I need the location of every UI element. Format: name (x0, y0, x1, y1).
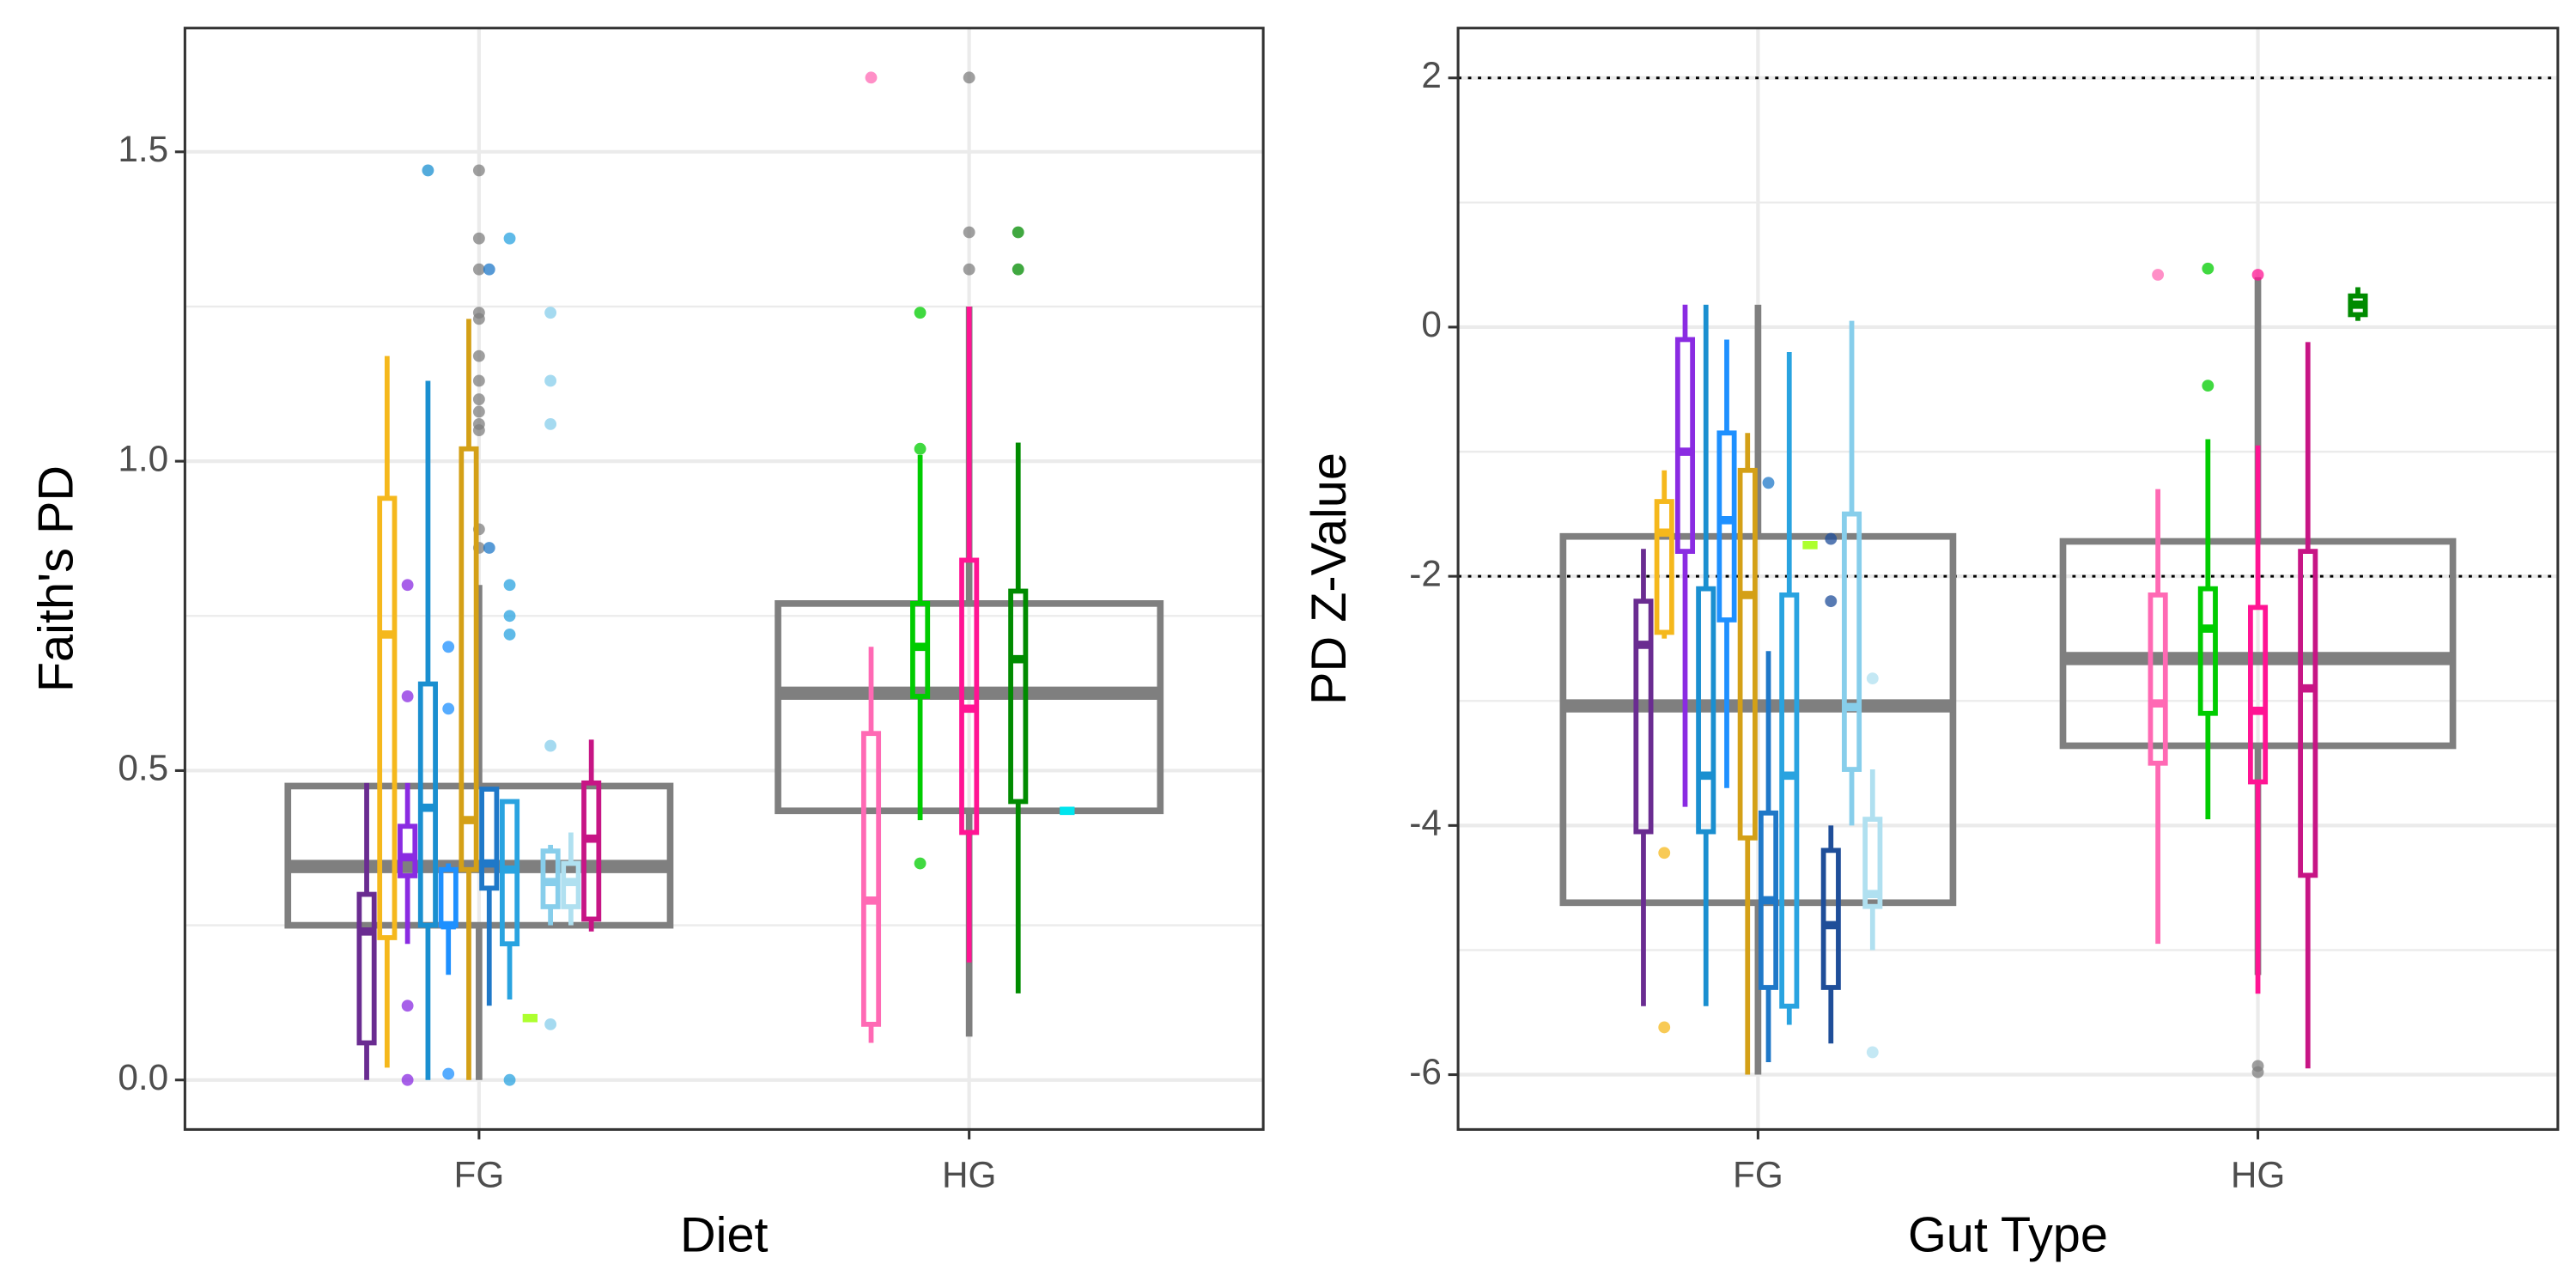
outlier (2152, 269, 2165, 281)
outlier (503, 579, 516, 592)
outlier (963, 226, 975, 239)
box (775, 600, 1164, 815)
x-tick-label: HG (942, 1154, 996, 1194)
outlier (472, 393, 485, 405)
outlier (544, 1018, 557, 1030)
box (1820, 848, 1841, 990)
box (2148, 592, 2168, 766)
outlier (422, 164, 434, 177)
outlier (472, 232, 485, 245)
outlier (544, 417, 557, 430)
outlier (503, 628, 516, 641)
box (1654, 499, 1674, 635)
outlier (963, 263, 975, 276)
outlier (544, 307, 557, 319)
outlier (1012, 226, 1024, 239)
outlier (472, 164, 485, 177)
y-tick-label: 0 (1421, 304, 1442, 344)
box (2197, 586, 2218, 716)
outlier (544, 374, 557, 387)
box (2298, 549, 2318, 878)
box (459, 446, 479, 872)
outlier (442, 641, 455, 653)
outlier (442, 702, 455, 715)
y-tick-label: 2 (1421, 55, 1442, 95)
outlier (442, 1067, 455, 1080)
box (1633, 598, 1654, 835)
outlier (914, 857, 927, 870)
plot-background (1458, 27, 2558, 1130)
outlier (914, 442, 927, 455)
plot-border (1456, 27, 2560, 1131)
y-tick-label: 0.5 (118, 748, 168, 788)
box (1559, 532, 1957, 907)
outlier (483, 542, 495, 554)
box (356, 891, 377, 1046)
outlier (1762, 477, 1775, 489)
outlier (401, 1073, 414, 1086)
outlier (2202, 380, 2215, 392)
x-axis-title: Diet (680, 1208, 769, 1263)
box (2248, 605, 2269, 785)
x-tick-label: FG (453, 1154, 504, 1194)
y-tick-label: -6 (1409, 1052, 1442, 1092)
outlier (472, 263, 485, 276)
box (959, 557, 980, 835)
outlier (503, 1073, 516, 1086)
box (1674, 337, 1696, 555)
y-tick-label: -2 (1409, 553, 1442, 593)
outlier (401, 579, 414, 592)
box (1716, 430, 1737, 623)
plot-background (185, 27, 1264, 1130)
outlier (472, 424, 485, 437)
outlier (1825, 532, 1838, 545)
y-axis-title: PD Z-Value (1302, 453, 1357, 705)
outlier (2202, 262, 2215, 275)
outlier (401, 999, 414, 1012)
y-tick-label: 1.0 (118, 438, 168, 478)
outlier (1825, 595, 1838, 608)
box (1696, 586, 1716, 835)
box (581, 780, 602, 922)
outlier (503, 610, 516, 623)
outlier (865, 71, 878, 84)
y-tick-label: 1.5 (118, 129, 168, 169)
outlier (1866, 1046, 1879, 1059)
outlier (1012, 263, 1024, 276)
box (284, 782, 674, 929)
outlier (503, 232, 516, 245)
outlier (1658, 1021, 1671, 1034)
box (1841, 511, 1862, 772)
plot-border (183, 27, 1265, 1131)
x-axis-title: Gut Type (1908, 1208, 2108, 1263)
outlier (963, 71, 975, 84)
box (398, 823, 418, 878)
box (479, 787, 500, 891)
outlier (483, 263, 495, 276)
x-tick-label: FG (1733, 1154, 1783, 1194)
y-tick-label: -4 (1409, 803, 1442, 843)
y-axis-title: Faith's PD (28, 465, 83, 692)
box (377, 495, 398, 940)
outlier (401, 690, 414, 702)
outlier (1658, 847, 1671, 860)
box (860, 731, 882, 1027)
y-tick-label: 0.0 (118, 1057, 168, 1097)
outlier (914, 307, 927, 319)
outlier (472, 349, 485, 362)
x-tick-label: HG (2231, 1154, 2285, 1194)
box (1862, 817, 1883, 909)
box (1008, 588, 1029, 805)
outlier (2251, 1066, 2264, 1078)
box (1779, 592, 1800, 1009)
outlier (2251, 269, 2264, 281)
outlier (472, 405, 485, 418)
outlier (472, 313, 485, 325)
outlier (1866, 672, 1879, 685)
outlier (472, 374, 485, 387)
outlier (544, 739, 557, 752)
box (1737, 467, 1758, 841)
